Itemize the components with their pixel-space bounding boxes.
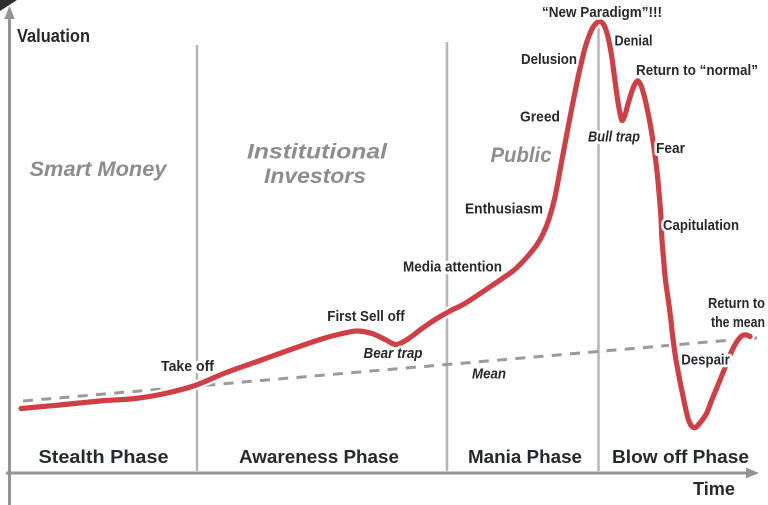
- svg-text:Mean: Mean: [472, 366, 506, 383]
- svg-text:Return to: Return to: [708, 295, 765, 312]
- svg-text:Enthusiasm: Enthusiasm: [465, 201, 543, 218]
- svg-text:Institutional: Institutional: [247, 140, 388, 164]
- svg-text:Return to “normal”: Return to “normal”: [636, 62, 758, 79]
- svg-text:First Sell off: First Sell off: [327, 308, 405, 325]
- svg-text:Awareness Phase: Awareness Phase: [239, 446, 399, 467]
- svg-text:Greed: Greed: [520, 109, 560, 126]
- svg-text:Smart Money: Smart Money: [30, 157, 168, 181]
- svg-text:Bear trap: Bear trap: [364, 345, 423, 362]
- svg-text:Stealth Phase: Stealth Phase: [39, 446, 169, 467]
- svg-text:Denial: Denial: [615, 33, 653, 50]
- svg-text:Investors: Investors: [264, 164, 366, 188]
- svg-text:Despair: Despair: [681, 352, 730, 369]
- svg-text:Capitulation: Capitulation: [663, 217, 739, 234]
- svg-text:Time: Time: [693, 478, 735, 499]
- svg-text:Blow off Phase: Blow off Phase: [612, 446, 749, 467]
- svg-text:Delusion: Delusion: [521, 51, 577, 68]
- svg-text:Public: Public: [491, 143, 552, 167]
- svg-text:Take off: Take off: [161, 358, 215, 375]
- svg-text:“New Paradigm”!!!: “New Paradigm”!!!: [542, 4, 662, 21]
- svg-text:the mean: the mean: [711, 314, 765, 331]
- svg-text:Valuation: Valuation: [17, 25, 90, 46]
- svg-text:Mania Phase: Mania Phase: [468, 446, 582, 467]
- svg-text:Fear: Fear: [656, 140, 685, 157]
- svg-text:Bull trap: Bull trap: [588, 129, 640, 146]
- svg-text:Media attention: Media attention: [403, 259, 502, 276]
